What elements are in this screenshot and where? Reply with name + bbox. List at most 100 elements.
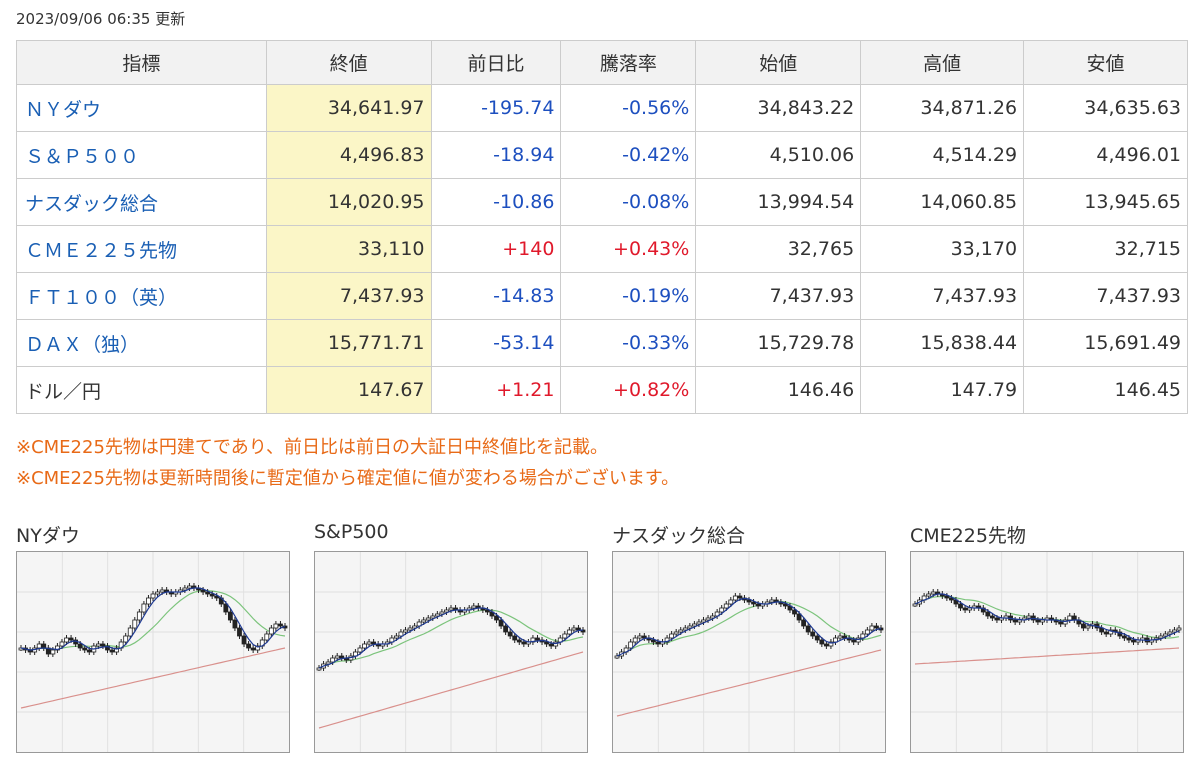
short-ma-line bbox=[914, 593, 1180, 642]
candle-body bbox=[562, 633, 568, 639]
index-link[interactable]: ナスダック総合 bbox=[25, 192, 159, 215]
header-close: 終値 bbox=[265, 40, 432, 85]
close-value: 4,496.83 bbox=[265, 131, 432, 179]
candle-body bbox=[628, 641, 634, 649]
candle-body bbox=[719, 607, 725, 613]
chart-grid: NYダウ S&P500 ナスダック総合 CME225先物 bbox=[16, 521, 1192, 765]
open-value: 32,765 bbox=[695, 225, 862, 273]
candle-body bbox=[678, 629, 684, 633]
low-value: 13,945.65 bbox=[1023, 178, 1188, 226]
candle-body bbox=[962, 607, 968, 611]
candle-body bbox=[393, 635, 399, 639]
candle-body bbox=[632, 637, 638, 643]
candle-body bbox=[141, 603, 147, 613]
close-value: 34,641.97 bbox=[265, 84, 432, 132]
candle-body bbox=[796, 613, 802, 621]
candle-body bbox=[994, 617, 1000, 621]
chart-ny-dow[interactable]: NYダウ bbox=[16, 521, 292, 753]
chart-svg bbox=[315, 552, 587, 752]
percent-value: -0.19% bbox=[560, 272, 697, 320]
candle-body bbox=[155, 591, 160, 595]
candle-body bbox=[434, 613, 440, 617]
candle-body bbox=[958, 603, 963, 609]
index-name-cell: ＣＭＥ２２５先物 bbox=[16, 225, 267, 273]
index-link[interactable]: ＣＭＥ２２５先物 bbox=[25, 239, 178, 262]
high-value: 14,060.85 bbox=[860, 178, 1025, 226]
candle-body bbox=[544, 641, 549, 645]
candle-body bbox=[100, 643, 106, 647]
short-ma-line bbox=[20, 587, 286, 651]
candle-body bbox=[673, 631, 679, 635]
high-value: 33,170 bbox=[860, 225, 1025, 273]
candle-body bbox=[330, 657, 336, 663]
chart-cme225[interactable]: CME225先物 bbox=[910, 521, 1186, 753]
candle-body bbox=[1176, 627, 1182, 631]
candle-body bbox=[566, 629, 572, 635]
candle-body bbox=[810, 631, 816, 637]
header-high: 高値 bbox=[860, 40, 1025, 85]
header-percent: 騰落率 bbox=[560, 40, 697, 85]
header-change: 前日比 bbox=[430, 40, 562, 85]
low-value: 32,715 bbox=[1023, 225, 1188, 273]
candle-body bbox=[769, 599, 775, 603]
index-link[interactable]: Ｓ＆Ｐ５００ bbox=[25, 145, 140, 168]
short-ma-line bbox=[318, 607, 584, 669]
index-link[interactable]: ＦＴ１００（英） bbox=[25, 286, 178, 309]
candle-body bbox=[823, 643, 829, 647]
long-ma-line bbox=[914, 647, 1180, 665]
index-name-cell: ナスダック総合 bbox=[16, 178, 267, 226]
candle-body bbox=[150, 593, 156, 599]
candle-body bbox=[1012, 619, 1018, 623]
candle-body bbox=[209, 593, 215, 597]
index-link[interactable]: ＤＡＸ（独） bbox=[25, 333, 140, 356]
table-row: ＦＴ１００（英） 7,437.93 -14.83 -0.19% 7,437.93 7,43… bbox=[16, 272, 1188, 320]
index-link[interactable]: ＮＹダウ bbox=[25, 98, 102, 121]
candle-body bbox=[783, 603, 788, 607]
candle-body bbox=[874, 625, 879, 629]
candle-body bbox=[264, 633, 270, 641]
low-value: 34,635.63 bbox=[1023, 84, 1188, 132]
header-open: 始値 bbox=[695, 40, 862, 85]
candle-body bbox=[64, 637, 69, 643]
candle-body bbox=[1026, 615, 1032, 619]
chart-sp500[interactable]: S&P500 bbox=[314, 521, 590, 753]
candle-body bbox=[851, 639, 857, 643]
candle-body bbox=[641, 635, 647, 639]
chart-title: NYダウ bbox=[16, 525, 80, 547]
candle-body bbox=[1067, 615, 1073, 621]
candle-body bbox=[967, 607, 973, 611]
candle-body bbox=[1121, 635, 1127, 639]
chart-frame[interactable] bbox=[314, 551, 588, 753]
close-value: 14,020.95 bbox=[265, 178, 432, 226]
high-value: 4,514.29 bbox=[860, 131, 1025, 179]
table-header-row: 指標 終値 前日比 騰落率 始値 高値 安値 bbox=[16, 40, 1188, 85]
candle-body bbox=[250, 647, 256, 651]
chart-frame[interactable] bbox=[612, 551, 886, 753]
candle-body bbox=[241, 635, 247, 645]
candle-body bbox=[425, 617, 431, 621]
percent-value: -0.56% bbox=[560, 84, 697, 132]
chart-nasdaq[interactable]: ナスダック総合 bbox=[612, 521, 888, 753]
candle-body bbox=[1131, 639, 1136, 643]
close-value: 15,771.71 bbox=[265, 319, 432, 367]
candle-body bbox=[723, 603, 729, 609]
candle-body bbox=[398, 631, 404, 637]
candle-body bbox=[1172, 629, 1177, 633]
chart-frame[interactable] bbox=[16, 551, 290, 753]
candle-body bbox=[912, 603, 918, 607]
candle-body bbox=[651, 639, 656, 643]
candle-body bbox=[334, 655, 340, 659]
note-line: ※CME225先物は更新時間後に暫定値から確定値に値が変わる場合がございます。 bbox=[16, 468, 680, 489]
index-label: ドル／円 bbox=[25, 380, 102, 403]
open-value: 15,729.78 bbox=[695, 319, 862, 367]
chart-frame[interactable] bbox=[910, 551, 1184, 753]
candle-body bbox=[521, 641, 527, 645]
mid-ma-line bbox=[318, 609, 584, 669]
candle-body bbox=[325, 661, 331, 665]
candle-body bbox=[696, 621, 702, 625]
candle-body bbox=[50, 649, 56, 655]
candle-body bbox=[86, 649, 92, 653]
candle-body bbox=[36, 643, 42, 649]
candle-body bbox=[814, 635, 820, 641]
candle-body bbox=[669, 633, 675, 639]
